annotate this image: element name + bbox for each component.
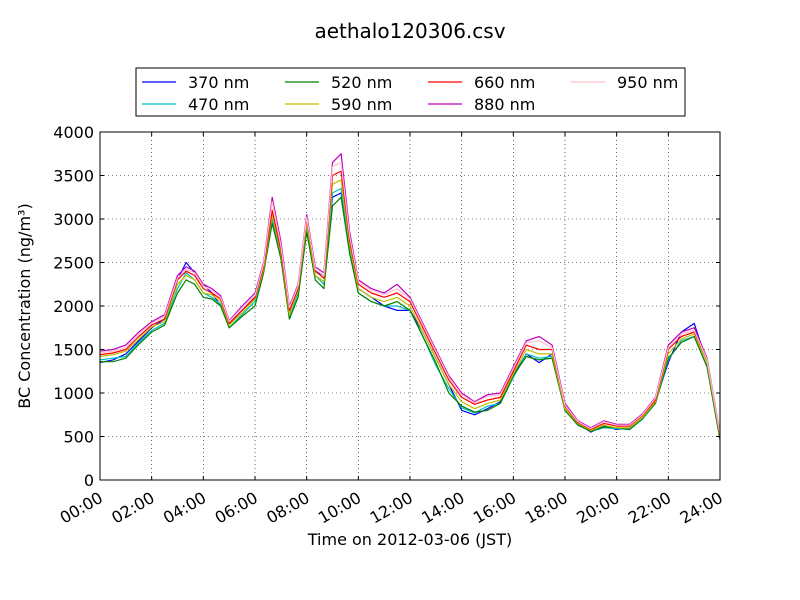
y-tick-label: 1500	[53, 341, 94, 360]
series-line-880-nm	[99, 153, 721, 434]
series-line-950-nm	[99, 161, 721, 435]
legend-items: 370 nm 470 nm 520 nm 590 nm 660 nm 880 nm 950 …	[142, 73, 678, 114]
x-tick-label: 22:00	[625, 488, 674, 528]
series-layer	[99, 153, 721, 441]
x-tick-label: 06:00	[212, 488, 261, 528]
legend-label-520-nm: 520 nm	[331, 73, 392, 92]
x-tick-labels: 00:00 02:00 04:00 06:00 08:00 10:00 12:00 14:00…	[57, 488, 726, 528]
y-tick-label: 4000	[53, 123, 94, 142]
x-tick-label: 00:00	[57, 488, 106, 528]
legend-label-880-nm: 880 nm	[474, 95, 535, 114]
x-tick-label: 20:00	[573, 488, 622, 528]
x-tick-label: 04:00	[160, 488, 209, 528]
y-tick-label: 0	[84, 471, 94, 490]
x-tick-label: 12:00	[367, 488, 416, 528]
y-tick-label: 1000	[53, 384, 94, 403]
x-tick-label: 18:00	[522, 488, 571, 528]
x-tick-label: 16:00	[470, 488, 519, 528]
x-tick-label: 02:00	[108, 488, 157, 528]
series-line-590-nm	[99, 179, 721, 437]
series-line-660-nm	[99, 170, 721, 435]
grid-lines	[100, 132, 720, 480]
legend-label-660-nm: 660 nm	[474, 73, 535, 92]
legend-label-950-nm: 950 nm	[617, 73, 678, 92]
legend: 370 nm 470 nm 520 nm 590 nm 660 nm 880 nm 950 …	[135, 67, 686, 117]
x-tick-label: 08:00	[263, 488, 312, 528]
y-axis-label: BC Concentration (ng/m³)	[15, 203, 34, 408]
x-tick-label: 10:00	[315, 488, 364, 528]
x-tick-label: 24:00	[677, 488, 726, 528]
y-tick-label: 3500	[53, 167, 94, 186]
ticks	[99, 131, 721, 481]
x-tick-label: 14:00	[418, 488, 467, 528]
chart-title: aethalo120306.csv	[314, 19, 505, 43]
legend-label-370-nm: 370 nm	[188, 73, 249, 92]
legend-label-590-nm: 590 nm	[331, 95, 392, 114]
y-tick-label: 2000	[53, 297, 94, 316]
series-line-520-nm	[100, 196, 721, 441]
x-axis-label: Time on 2012-03-06 (JST)	[307, 530, 512, 549]
legend-label-470-nm: 470 nm	[188, 95, 249, 114]
legend-box	[135, 67, 686, 117]
y-tick-labels: 0 500 1000 1500 2000 2500 3000 3500 4000	[53, 123, 94, 490]
y-tick-label: 3000	[53, 210, 94, 229]
y-tick-label: 500	[63, 428, 94, 447]
y-tick-label: 2500	[53, 254, 94, 273]
plot-area	[99, 131, 721, 481]
